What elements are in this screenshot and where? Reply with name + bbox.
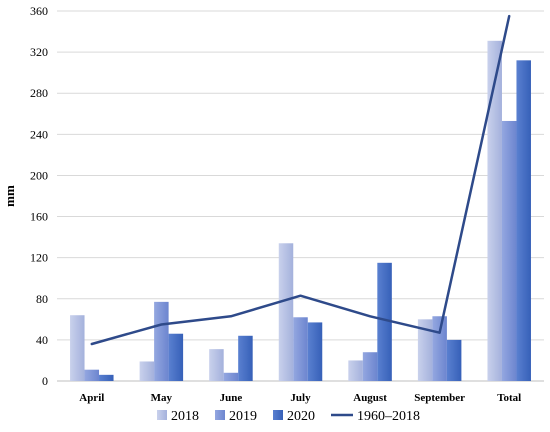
x-tick-label-July: July: [290, 392, 311, 404]
y-tick-label-200: 200: [30, 168, 48, 182]
y-tick-label-240: 240: [30, 127, 48, 141]
x-tick-label-April: April: [79, 392, 104, 404]
y-tick-label-280: 280: [30, 86, 48, 100]
y-tick-label-80: 80: [36, 292, 48, 306]
bar-2020-September: [446, 339, 462, 381]
line-series-1960–2018: [90, 14, 511, 346]
bar-2020-Total: [516, 60, 531, 381]
bar-2019-June: [223, 372, 239, 381]
bar-2020-July: [307, 322, 323, 381]
y-tick-label-40: 40: [36, 333, 48, 347]
reference-line: [90, 14, 511, 346]
legend-label-2020: 2020: [287, 409, 315, 424]
bar-2019-April: [84, 369, 100, 381]
legend-label-1960–2018: 1960–2018: [357, 409, 420, 424]
x-tick-label-June: June: [220, 392, 243, 404]
x-tick-label-August: August: [353, 392, 387, 404]
x-tick-label-September: September: [414, 392, 465, 404]
y-tick-label-0: 0: [42, 374, 48, 388]
y-tick-label-120: 120: [30, 251, 48, 265]
bar-2018-August: [348, 360, 363, 381]
bar-2019-September: [432, 316, 447, 381]
gridlines: [57, 10, 544, 341]
y-tick-label-320: 320: [30, 45, 48, 59]
x-tick-label-Total: Total: [497, 392, 521, 404]
bar-2020-August: [377, 262, 392, 381]
bar-2018-July: [278, 243, 294, 381]
x-tick-label-May: May: [151, 392, 173, 404]
legend-swatch-2019: [215, 410, 225, 420]
bar-2019-May: [154, 301, 169, 381]
legend-swatch-2020: [273, 410, 283, 420]
bar-2018-Total: [487, 40, 502, 382]
bar-2019-July: [293, 317, 308, 381]
bar-2018-April: [70, 315, 85, 381]
y-tick-label-360: 360: [30, 4, 48, 18]
bar-2020-April: [99, 374, 114, 381]
bar-2019-Total: [501, 120, 517, 381]
legend-label-2018: 2018: [171, 409, 199, 424]
bars: [70, 40, 531, 382]
bar-2018-May: [139, 361, 155, 381]
bar-2020-May: [168, 333, 184, 381]
bar-2020-June: [238, 335, 253, 381]
y-axis-title: mm: [2, 185, 17, 207]
y-tick-label-160: 160: [30, 210, 48, 224]
axis-labels: 0 40 80 120 160 200 240 280 320 360 mm April May June…: [2, 4, 521, 404]
legend: 2018 2019 2020 1960–2018: [157, 409, 420, 424]
bar-2019-August: [362, 352, 378, 381]
bar-2018-June: [209, 349, 224, 381]
legend-swatch-2018: [157, 410, 167, 420]
bar-2018-September: [417, 319, 433, 381]
legend-label-2019: 2019: [229, 409, 257, 424]
